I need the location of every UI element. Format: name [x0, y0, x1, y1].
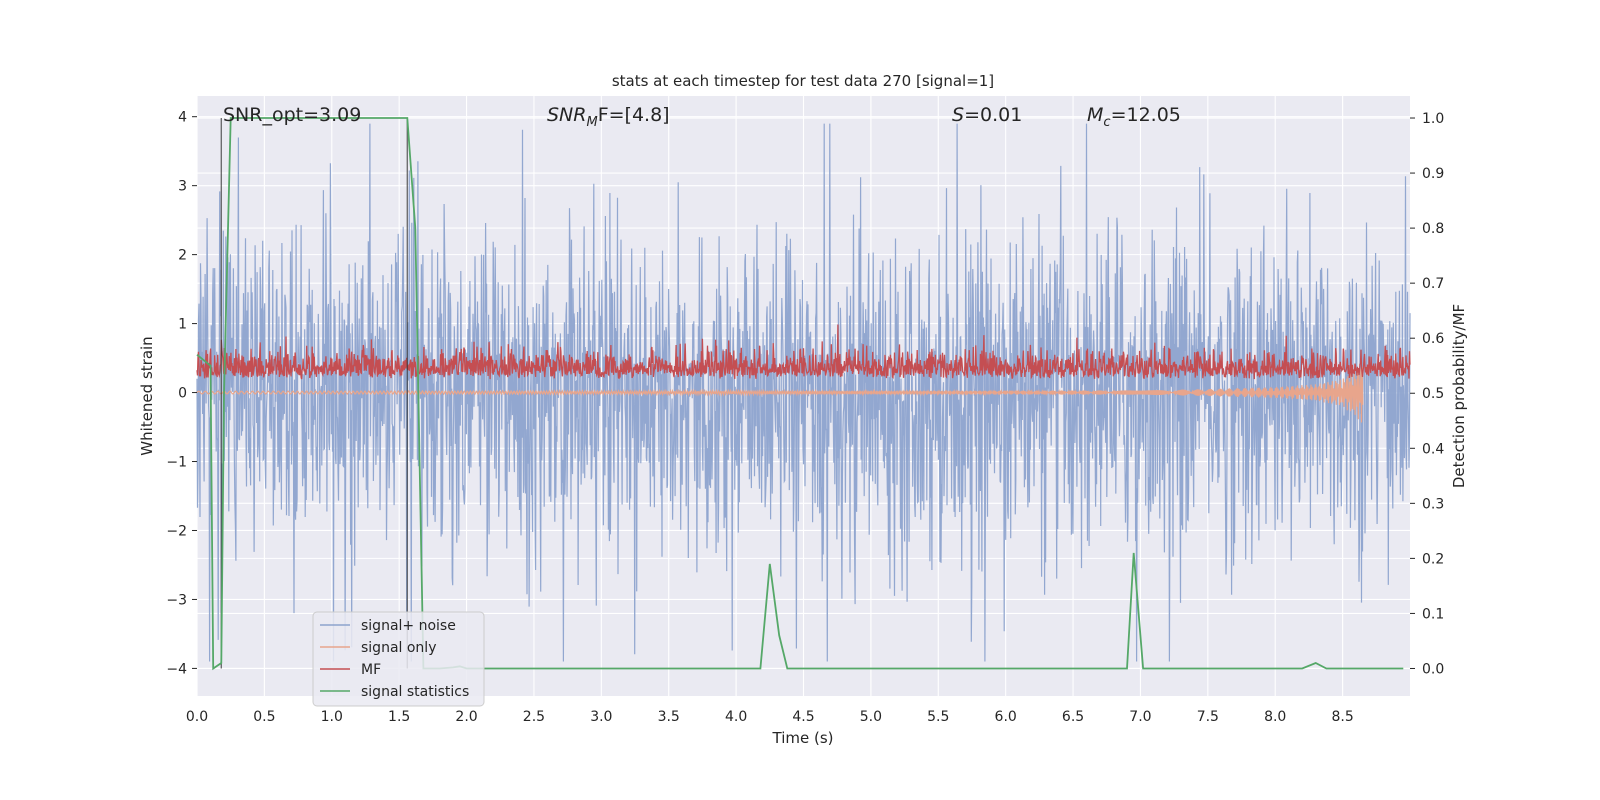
legend-box — [312, 611, 485, 707]
y-axis-label-left: Whitened strain — [138, 336, 156, 455]
x-tick-label: 7.0 — [1129, 709, 1151, 725]
y-tick-label-left: 0 — [178, 386, 187, 402]
annotation-snr-mf: SNRMF=[4.8] — [547, 104, 670, 130]
y-tick-label-left: 1 — [178, 317, 187, 333]
x-tick-label: 1.0 — [321, 709, 343, 725]
y-tick-label-left: −3 — [166, 592, 187, 608]
x-tick-label: 0.5 — [253, 709, 275, 725]
x-tick-label: 4.5 — [792, 709, 814, 725]
x-tick-labels: 0.0 0.5 1.0 1.5 2.0 2.5 3.0 3.5 4.0 4.5 5.0 5.5 6.0 6… — [186, 709, 1354, 725]
annotation-snr-mf-main: SNR — [547, 104, 586, 126]
y-tick-label-left: 4 — [178, 110, 187, 126]
y-tick-label-left: −4 — [166, 661, 187, 677]
legend-label-signal-statistics: signal statistics — [361, 684, 469, 700]
y-tick-label-left: −2 — [166, 523, 187, 539]
y-tick-label-right: 0.9 — [1422, 166, 1444, 182]
x-tick-label: 5.5 — [927, 709, 949, 725]
chart-title: stats at each timestep for test data 270… — [612, 72, 994, 90]
y-tick-labels-left: −4 −3 −2 −1 0 1 2 3 4 — [166, 110, 197, 677]
legend-label-signal-noise: signal+ noise — [361, 618, 456, 634]
y-tick-labels-right: 0.0 0.1 0.2 0.3 0.4 0.5 0.6 0.7 0.8 0.9 1.0 — [1410, 111, 1444, 677]
y-tick-label-left: −1 — [166, 455, 187, 471]
y-tick-label-right: 0.4 — [1422, 441, 1444, 457]
annotation-s: S=0.01 — [952, 104, 1022, 126]
x-axis-label: Time (s) — [772, 729, 834, 747]
x-tick-label: 2.0 — [455, 709, 477, 725]
x-tick-label: 3.0 — [590, 709, 612, 725]
annotation-s-rest: =0.01 — [964, 104, 1022, 126]
y-tick-label-right: 0.0 — [1422, 661, 1444, 677]
annotation-s-main: S — [952, 104, 964, 126]
y-tick-label-right: 0.8 — [1422, 221, 1444, 237]
y-tick-label-right: 0.7 — [1422, 276, 1444, 292]
x-tick-label: 6.0 — [995, 709, 1017, 725]
x-tick-label: 8.5 — [1331, 709, 1353, 725]
annotation-mc-rest: =12.05 — [1111, 104, 1181, 126]
x-tick-label: 3.5 — [658, 709, 680, 725]
series-signal-noise — [196, 123, 1411, 662]
x-tick-label: 0.0 — [186, 709, 208, 725]
x-tick-label: 2.5 — [523, 709, 545, 725]
y-axis-label-right: Detection probability/MF — [1450, 304, 1468, 488]
annotation-mc-sub: c — [1103, 115, 1110, 130]
series-mf — [196, 324, 1411, 380]
x-tick-label: 5.0 — [860, 709, 882, 725]
y-tick-label-right: 0.6 — [1422, 331, 1444, 347]
x-tick-label: 6.5 — [1062, 709, 1084, 725]
legend-label-mf: MF — [361, 662, 381, 678]
annotation-snr-opt: SNR_opt=3.09 — [223, 104, 361, 126]
x-tick-label: 7.5 — [1197, 709, 1219, 725]
y-tick-label-right: 0.2 — [1422, 551, 1444, 567]
y-tick-label-right: 1.0 — [1422, 111, 1444, 127]
series-signal-only — [196, 366, 1364, 423]
y-tick-label-right: 0.5 — [1422, 386, 1444, 402]
y-tick-label-left: 3 — [178, 179, 187, 195]
annotation-mc-main: M — [1087, 104, 1103, 126]
x-tick-label: 1.5 — [388, 709, 410, 725]
y-tick-label-right: 0.3 — [1422, 496, 1444, 512]
legend: signal+ noise signal only MF signal stat… — [312, 611, 485, 707]
annotation-snr-mf-sub: M — [586, 115, 597, 130]
y-tick-label-right: 0.1 — [1422, 606, 1444, 622]
x-tick-label: 8.0 — [1264, 709, 1286, 725]
y-tick-label-left: 2 — [178, 248, 187, 264]
legend-label-signal-only: signal only — [361, 640, 436, 656]
annotation-mc: Mc=12.05 — [1087, 104, 1181, 130]
annotation-snr-mf-rest: F=[4.8] — [598, 104, 670, 126]
x-tick-label: 4.0 — [725, 709, 747, 725]
